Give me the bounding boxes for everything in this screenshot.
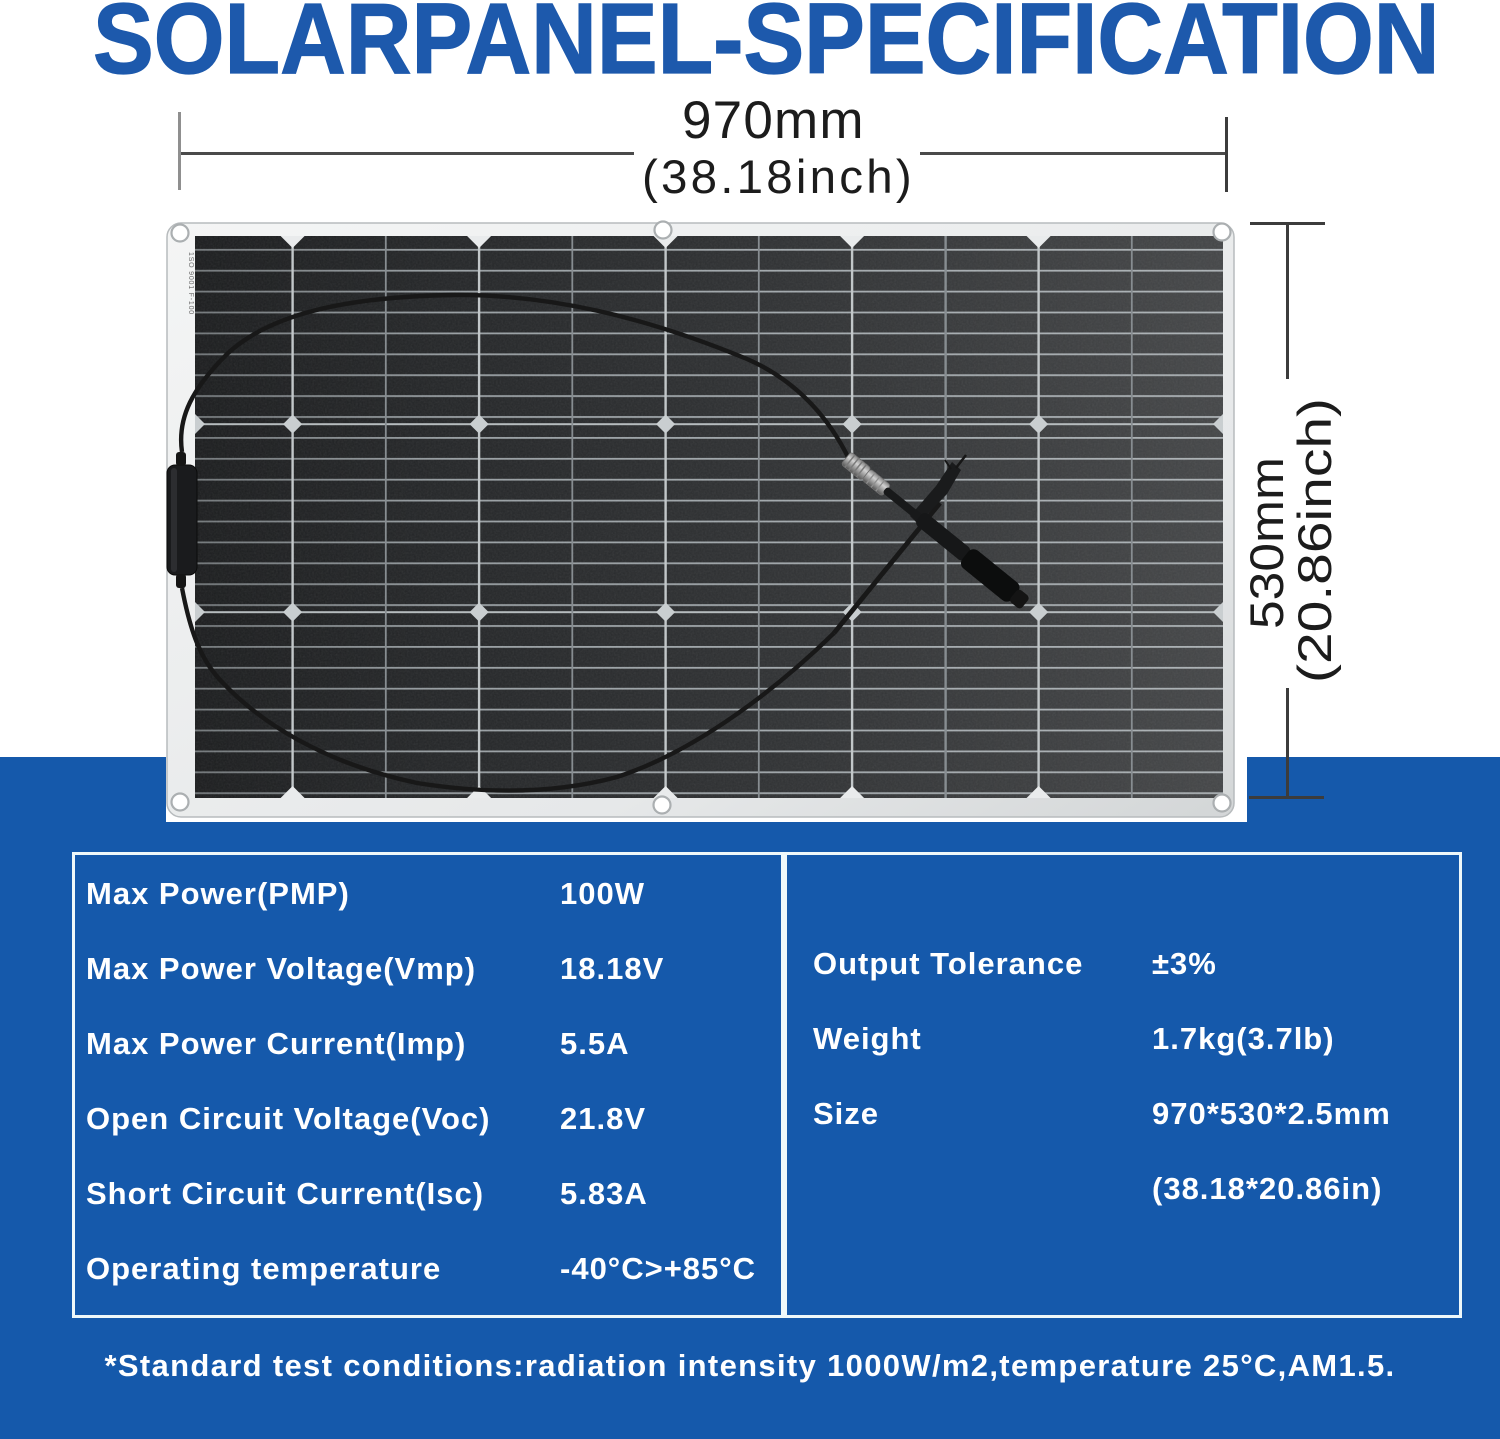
svg-text:(20.86inch): (20.86inch) [1288,398,1341,683]
svg-text:1SO 9001 F-100: 1SO 9001 F-100 [187,252,194,315]
svg-text:530mm: 530mm [1240,457,1293,629]
